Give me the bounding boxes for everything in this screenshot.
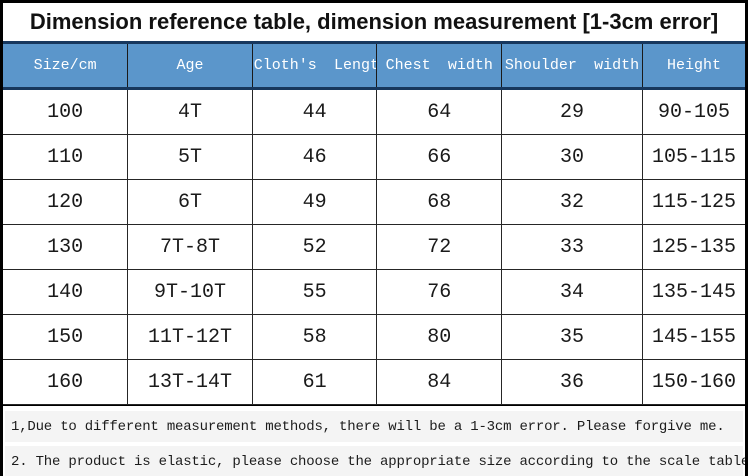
column-header: Cloth's Length [251, 41, 378, 90]
table-cell: 150 [3, 314, 129, 360]
table-cell: 35 [501, 314, 644, 360]
table-cell: 33 [501, 224, 644, 270]
table-cell: 140 [3, 269, 129, 315]
table-cell: 49 [251, 179, 378, 225]
column-header: Age [127, 41, 253, 90]
table-cell: 150-160 [642, 359, 745, 405]
note-line: 2. The product is elastic, please choose… [5, 446, 745, 476]
table-cell: 130 [3, 224, 129, 270]
table-cell: 44 [251, 88, 378, 135]
column-header: Shoulder width [501, 41, 644, 90]
table-cell: 64 [376, 88, 503, 135]
table-cell: 29 [501, 88, 644, 135]
table-cell: 36 [501, 359, 644, 405]
table-row: 100 4T 44 64 29 90-105 [3, 88, 745, 135]
table-cell: 68 [376, 179, 503, 225]
table-cell: 125-135 [642, 224, 745, 270]
table-cell: 9T-10T [127, 269, 253, 315]
table-cell: 72 [376, 224, 503, 270]
table-cell: 6T [127, 179, 253, 225]
header-row: Size/cm Age Cloth's Length Chest width Shoul… [3, 41, 745, 90]
column-header: Chest width [376, 41, 503, 90]
table-cell: 52 [251, 224, 378, 270]
table-cell: 120 [3, 179, 129, 225]
table-row: 130 7T-8T 52 72 33 125-135 [3, 224, 745, 270]
table-cell: 115-125 [642, 179, 745, 225]
table-cell: 58 [251, 314, 378, 360]
table-row: 160 13T-14T 61 84 36 150-160 [3, 359, 745, 405]
table-cell: 32 [501, 179, 644, 225]
table-cell: 30 [501, 134, 644, 180]
table-cell: 11T-12T [127, 314, 253, 360]
table-cell: 105-115 [642, 134, 745, 180]
table-cell: 4T [127, 88, 253, 135]
table-cell: 90-105 [642, 88, 745, 135]
table-row: 110 5T 46 66 30 105-115 [3, 134, 745, 180]
table-cell: 135-145 [642, 269, 745, 315]
note-text-1: 1,Due to different measurement methods, … [11, 418, 725, 435]
table-cell: 84 [376, 359, 503, 405]
table-cell: 100 [3, 88, 129, 135]
size-table: Size/cm Age Cloth's Length Chest width Shoul… [3, 41, 745, 405]
table-row: 140 9T-10T 55 76 34 135-145 [3, 269, 745, 315]
table-body: 100 4T 44 64 29 90-105 110 5T 46 66 30 105-115 120 6T… [3, 88, 745, 405]
table-cell: 13T-14T [127, 359, 253, 405]
column-header: Height [642, 41, 745, 90]
note-text-2: 2. The product is elastic, please choose… [11, 453, 748, 470]
column-header: Size/cm [3, 41, 129, 90]
table-cell: 7T-8T [127, 224, 253, 270]
table-row: 150 11T-12T 58 80 35 145-155 [3, 314, 745, 360]
chart-title: Dimension reference table, dimension mea… [29, 9, 719, 34]
title-band: Dimension reference table, dimension mea… [3, 3, 745, 41]
table-cell: 46 [251, 134, 378, 180]
table-row: 120 6T 49 68 32 115-125 [3, 179, 745, 225]
table-cell: 76 [376, 269, 503, 315]
table-cell: 61 [251, 359, 378, 405]
table-cell: 55 [251, 269, 378, 315]
table-cell: 66 [376, 134, 503, 180]
table-cell: 110 [3, 134, 129, 180]
table-cell: 145-155 [642, 314, 745, 360]
table-cell: 34 [501, 269, 644, 315]
note-line: 1,Due to different measurement methods, … [5, 411, 743, 442]
table-cell: 5T [127, 134, 253, 180]
notes-section: 1,Due to different measurement methods, … [3, 405, 745, 476]
table-cell: 160 [3, 359, 129, 405]
table-cell: 80 [376, 314, 503, 360]
